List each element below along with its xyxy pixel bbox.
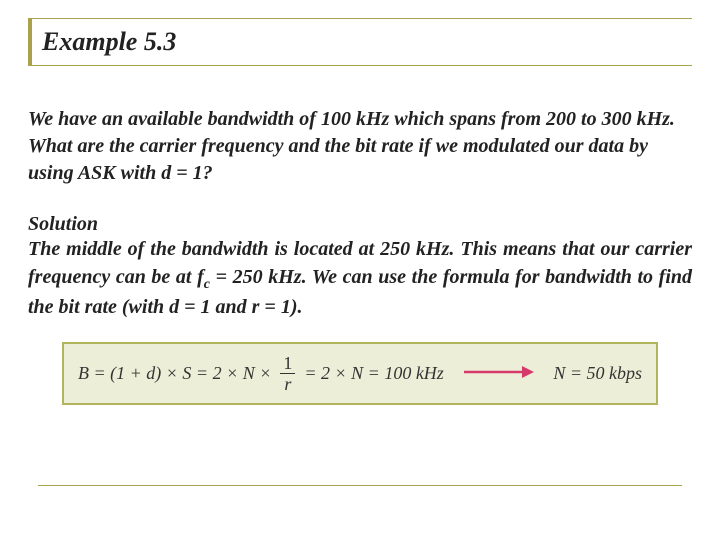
bottom-rule <box>38 485 682 486</box>
arrow-icon <box>464 363 534 384</box>
formula-result: N = 50 kbps <box>553 363 642 384</box>
example-title: Example 5.3 <box>42 27 176 56</box>
fraction-denominator: r <box>281 374 294 393</box>
solution-text: The middle of the bandwidth is located a… <box>28 236 692 322</box>
fraction-numerator: 1 <box>280 354 295 374</box>
fraction: 1 r <box>280 354 295 393</box>
solution-label: Solution <box>28 213 692 236</box>
formula-part1: B = (1 + d) × S = 2 × N × <box>78 363 271 384</box>
formula-left: B = (1 + d) × S = 2 × N × 1 r = 2 × N = … <box>78 354 444 393</box>
slide: Example 5.3 We have an available bandwid… <box>0 0 720 540</box>
formula-part2: = 2 × N = 100 kHz <box>304 363 443 384</box>
title-box: Example 5.3 <box>28 18 692 66</box>
problem-statement: We have an available bandwidth of 100 kH… <box>28 106 692 187</box>
formula-box: B = (1 + d) × S = 2 × N × 1 r = 2 × N = … <box>62 342 658 405</box>
